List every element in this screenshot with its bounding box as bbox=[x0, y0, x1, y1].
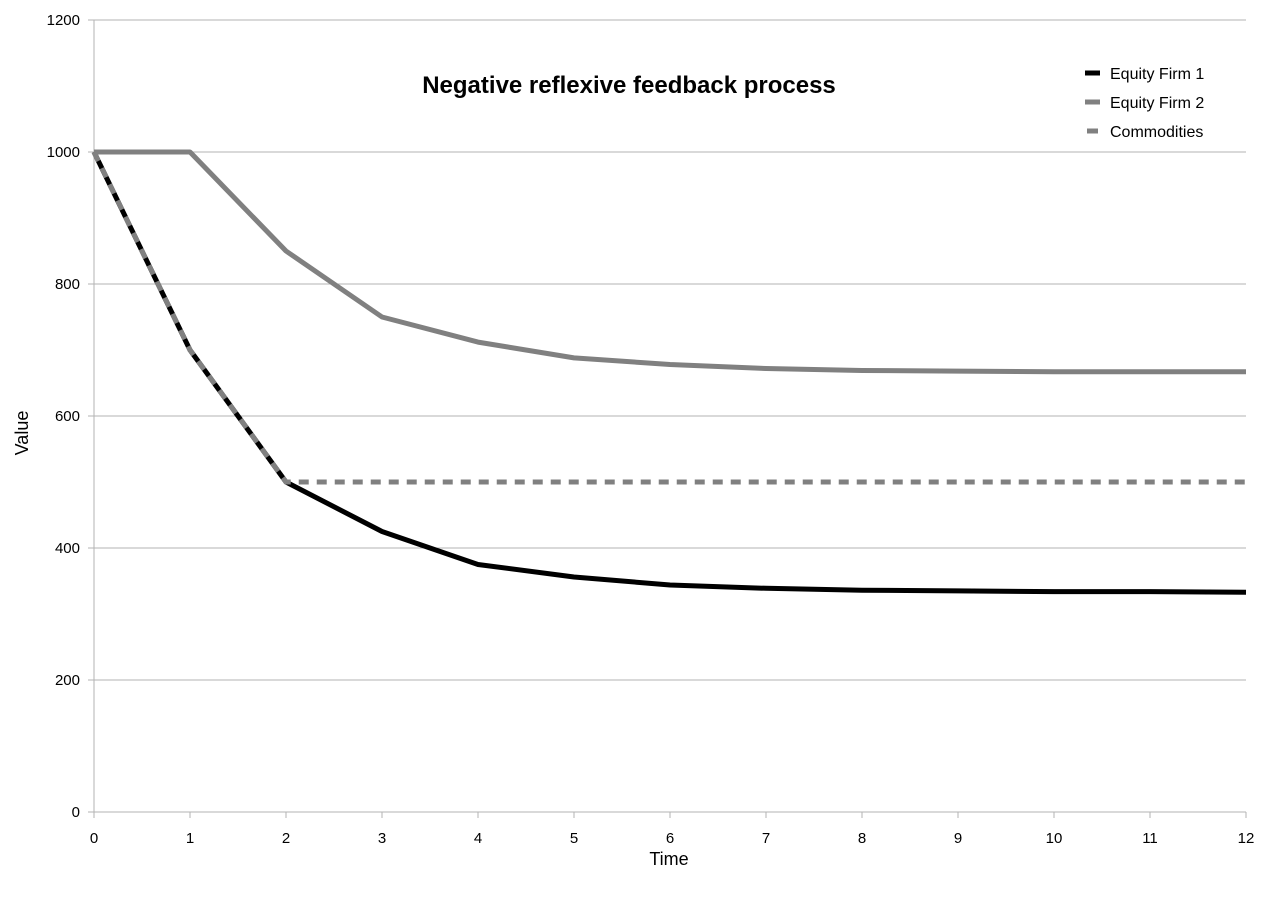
x-tick-label: 1 bbox=[186, 830, 194, 847]
gridlines bbox=[94, 19, 1246, 681]
x-tick-label: 4 bbox=[474, 830, 482, 847]
x-tick-label: 0 bbox=[90, 830, 98, 847]
legend-label: Equity Firm 2 bbox=[1110, 95, 1204, 112]
x-tick-label: 3 bbox=[378, 830, 386, 847]
y-tick-label: 200 bbox=[55, 672, 80, 689]
legend-label: Commodities bbox=[1110, 124, 1203, 141]
x-tick-label: 5 bbox=[570, 830, 578, 847]
x-tick-labels: 0 1 2 3 4 5 6 7 8 9 10 11 12 bbox=[90, 830, 1255, 847]
x-tick-label: 9 bbox=[954, 830, 962, 847]
y-tick-label: 0 bbox=[72, 804, 80, 821]
series-line-equity-firm-2 bbox=[94, 149, 1246, 375]
y-tick-label: 400 bbox=[55, 540, 80, 557]
y-tick-label: 1000 bbox=[47, 144, 80, 161]
x-tick-label: 11 bbox=[1142, 830, 1158, 847]
x-tick-label: 2 bbox=[282, 830, 290, 847]
x-tick-label: 8 bbox=[858, 830, 866, 847]
x-tick-label: 7 bbox=[762, 830, 770, 847]
y-tick-label: 800 bbox=[55, 276, 80, 293]
series-lines bbox=[91, 149, 1247, 595]
y-tick-labels: 0 200 400 600 800 1000 1200 bbox=[47, 12, 80, 821]
x-tick-label: 6 bbox=[666, 830, 674, 847]
x-tick-label: 10 bbox=[1046, 830, 1063, 847]
x-tick-label: 12 bbox=[1238, 830, 1255, 847]
y-axis-title: Value bbox=[12, 411, 32, 456]
legend: Equity Firm 1 Equity Firm 2 Commodities bbox=[1085, 66, 1204, 141]
y-tick-label: 600 bbox=[55, 408, 80, 425]
series-line-commodities bbox=[91, 150, 1246, 485]
chart-title: Negative reflexive feedback process bbox=[422, 72, 836, 99]
legend-label: Equity Firm 1 bbox=[1110, 66, 1204, 83]
y-tick-label: 1200 bbox=[47, 12, 80, 29]
x-axis-title: Time bbox=[649, 849, 688, 869]
